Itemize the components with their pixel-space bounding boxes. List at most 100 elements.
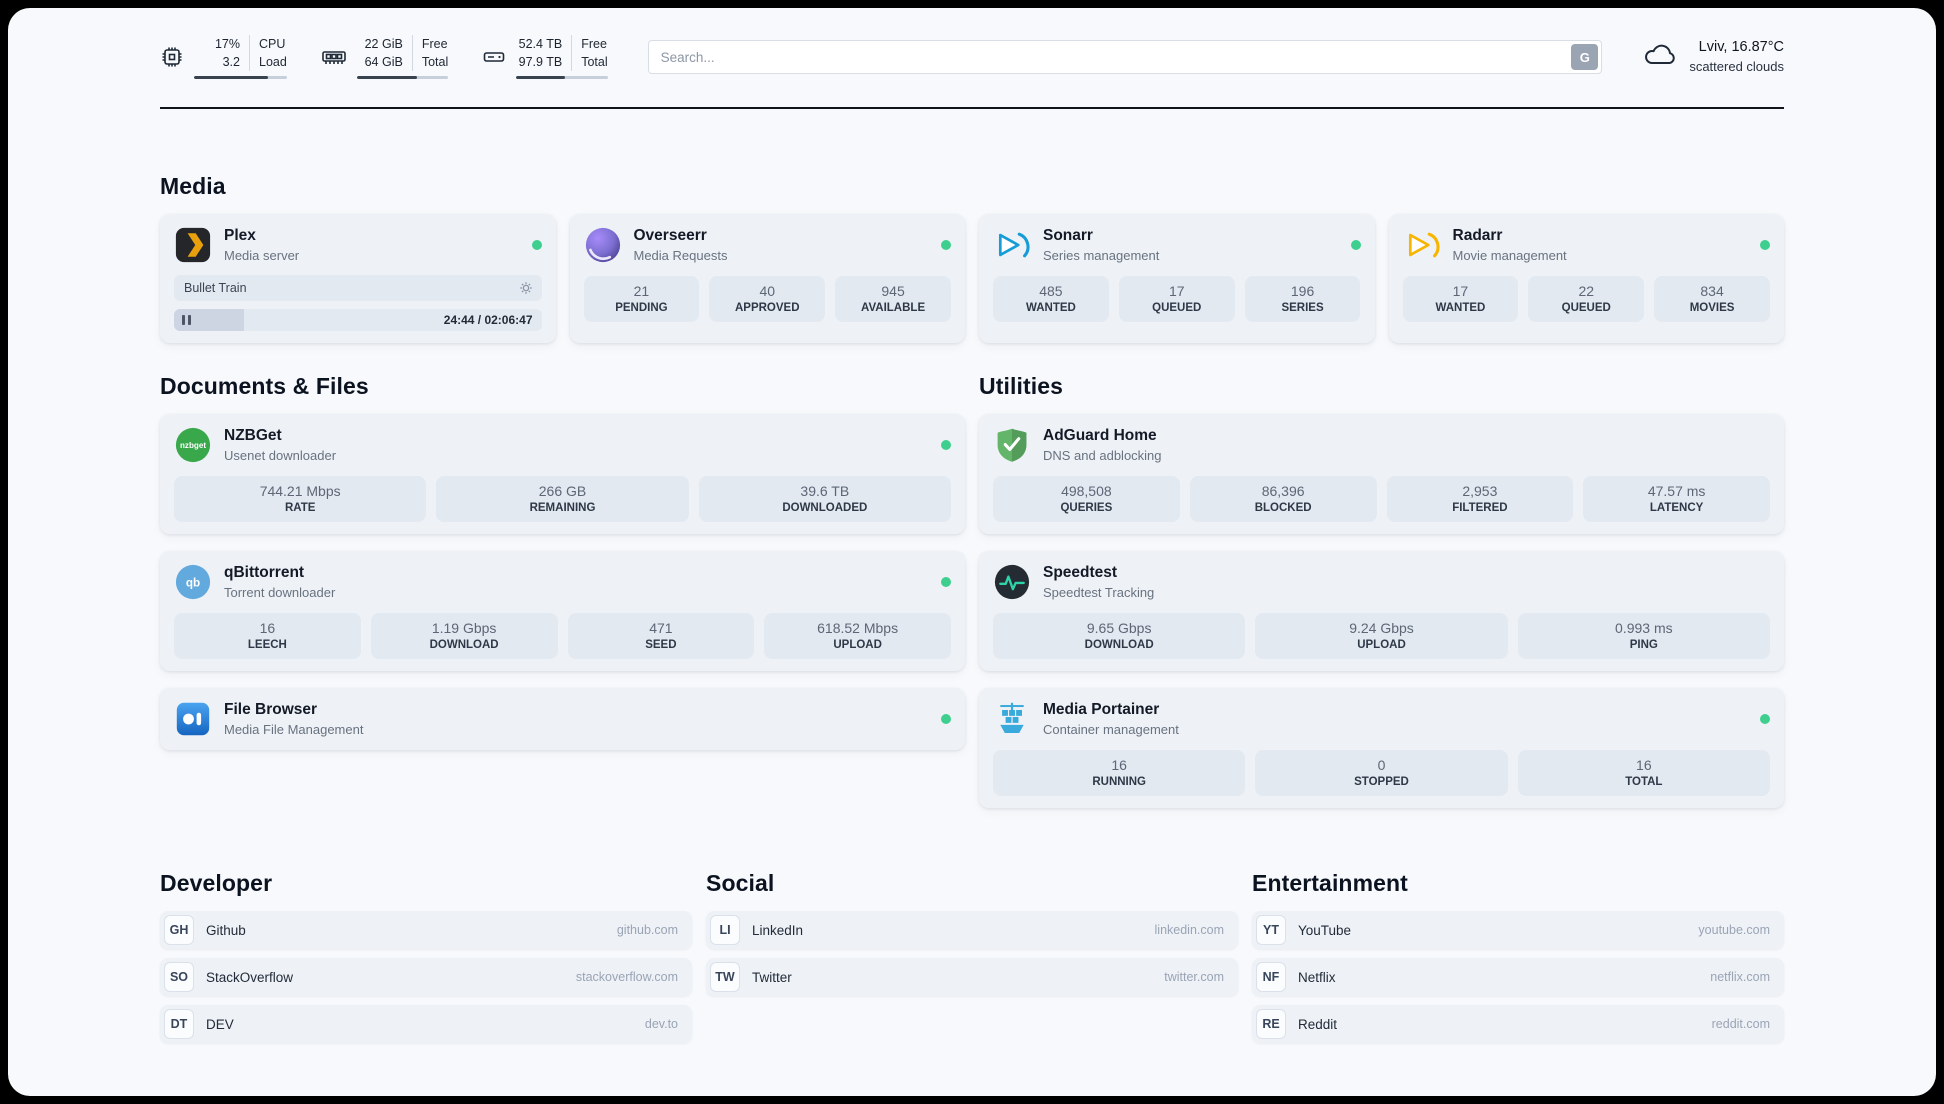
ram-label-top: Free: [421, 37, 448, 51]
disk-total-value: 97.9 TB: [518, 55, 563, 70]
bookmark-name: Twitter: [752, 969, 792, 985]
stat-value: 0: [1377, 757, 1386, 774]
stat-rate: 744.21 Mbps RATE: [174, 476, 427, 523]
bookmark-name: DEV: [206, 1016, 234, 1032]
overseerr-icon: [584, 226, 622, 264]
stat-label: TOTAL: [1625, 776, 1663, 789]
utilities-section: Utilities: [979, 373, 1784, 809]
stat-movies: 834 MOVIES: [1654, 276, 1770, 323]
qbittorrent-card[interactable]: qb qBittorrent Torrent downloader 16: [160, 551, 965, 672]
sonarr-card[interactable]: Sonarr Series management 485 WANTED 17 Q…: [979, 214, 1375, 344]
disk-label-bottom: Total: [581, 55, 608, 70]
bookmark-twitter[interactable]: TW Twitter twitter.com: [706, 958, 1238, 997]
app-desc: Series management: [1043, 248, 1160, 264]
stats-row: 17 WANTED 22 QUEUED 834 MOVIES: [1402, 276, 1771, 323]
stat-label: PING: [1629, 639, 1658, 652]
bookmark-linkedin[interactable]: LI LinkedIn linkedin.com: [706, 911, 1238, 950]
stat-value: 86,396: [1261, 483, 1305, 500]
nzbget-card[interactable]: nzbget NZBGet Usenet downloader 744.21 M…: [160, 414, 965, 535]
bookmark-abbr: TW: [710, 962, 740, 993]
bookmark-netflix[interactable]: NF Netflix netflix.com: [1252, 958, 1784, 997]
app-name: Speedtest: [1043, 564, 1118, 582]
filebrowser-card[interactable]: File Browser Media File Management: [160, 688, 965, 751]
stat-download: 1.19 Gbps DOWNLOAD: [370, 613, 558, 660]
disk-widget: 52.4 TB 97.9 TB Free Total: [482, 35, 608, 80]
speedtest-icon: [993, 563, 1031, 601]
stat-value: 744.21 Mbps: [259, 483, 341, 500]
developer-section-title: Developer: [160, 870, 273, 897]
stat-approved: 40 APPROVED: [709, 276, 826, 323]
stat-value: 485: [1039, 283, 1063, 300]
app-desc: Speedtest Tracking: [1043, 585, 1155, 601]
plex-card[interactable]: Plex Media server Bullet Train: [160, 214, 556, 344]
bookmark-dev[interactable]: DT DEV dev.to: [160, 1005, 692, 1044]
stat-available: 945 AVAILABLE: [835, 276, 951, 323]
card-header: Speedtest Speedtest Tracking: [993, 563, 1770, 601]
bookmark-url: stackoverflow.com: [575, 970, 678, 985]
pause-icon[interactable]: [182, 315, 191, 326]
stat-upload: 9.24 Gbps UPLOAD: [1255, 613, 1508, 660]
disk-free-value: 52.4 TB: [518, 37, 563, 51]
stat-value: 266 GB: [538, 483, 587, 500]
app-desc: Movie management: [1452, 248, 1567, 264]
stat-value: 1.19 Gbps: [431, 620, 497, 637]
stat-value: 47.57 ms: [1647, 483, 1706, 500]
app-name: File Browser: [224, 701, 318, 719]
bookmark-url: reddit.com: [1711, 1017, 1770, 1032]
status-dot: [941, 440, 951, 451]
bookmark-name: YouTube: [1298, 922, 1352, 938]
cpu-label-bottom: Load: [259, 55, 287, 70]
bookmark-youtube[interactable]: YT YouTube youtube.com: [1252, 911, 1784, 950]
stat-value: 196: [1290, 283, 1315, 300]
stat-label: SERIES: [1281, 302, 1324, 315]
bookmark-name: LinkedIn: [752, 922, 804, 938]
bookmark-reddit[interactable]: RE Reddit reddit.com: [1252, 1005, 1784, 1044]
stat-queued: 22 QUEUED: [1528, 276, 1645, 323]
disk-icon: [482, 45, 506, 69]
speedtest-card[interactable]: Speedtest Speedtest Tracking 9.65 Gbps D…: [979, 551, 1784, 672]
radarr-card[interactable]: Radarr Movie management 17 WANTED 22 QUE…: [1388, 214, 1784, 344]
app-name: Sonarr: [1043, 227, 1093, 245]
weather-widget: Lviv, 16.87°C scattered clouds: [1642, 37, 1784, 77]
stat-value: 22: [1578, 283, 1595, 300]
cpu-icon: [160, 45, 184, 69]
ram-bar: [356, 76, 449, 80]
stat-label: QUERIES: [1060, 502, 1113, 515]
developer-section: Developer GH Github github.com SO StackO…: [160, 870, 692, 1044]
stat-value: 9.65 Gbps: [1086, 620, 1152, 637]
topbar-divider: [160, 107, 1784, 110]
stat-seed: 471 SEED: [567, 613, 755, 660]
ram-widget: 22 GiB 64 GiB Free Total: [321, 35, 449, 80]
stat-value: 16: [1111, 757, 1127, 774]
stat-running: 16 RUNNING: [993, 750, 1246, 797]
bookmark-github[interactable]: GH Github github.com: [160, 911, 692, 950]
search-input[interactable]: [647, 40, 1603, 75]
stat-value: 945: [881, 283, 905, 300]
app-name: Radarr: [1452, 227, 1503, 245]
stat-upload: 618.52 Mbps UPLOAD: [764, 613, 951, 660]
portainer-card[interactable]: Media Portainer Container management 16 …: [979, 688, 1784, 809]
stat-value: 17: [1452, 283, 1469, 300]
adguard-card[interactable]: AdGuard Home DNS and adblocking 498,508 …: [979, 414, 1784, 535]
svg-text:qb: qb: [186, 577, 200, 590]
search-engine-button[interactable]: G: [1571, 44, 1599, 71]
weather-condition: scattered clouds: [1689, 59, 1784, 75]
stat-label: LEECH: [247, 639, 287, 652]
cloud-icon: [1642, 42, 1678, 73]
stat-value: 618.52 Mbps: [817, 620, 899, 637]
app-desc: Container management: [1043, 722, 1179, 738]
sonarr-icon: [993, 226, 1031, 264]
stat-label: DOWNLOAD: [1084, 639, 1154, 652]
disk-bar: [516, 76, 608, 80]
cpu-percent: 17%: [214, 37, 240, 51]
adguard-icon: [993, 426, 1031, 464]
stat-label: QUEUED: [1561, 302, 1611, 315]
overseerr-card[interactable]: Overseerr Media Requests 21 PENDING 40 A…: [569, 214, 965, 344]
playback-progress-fill: [174, 309, 244, 332]
bookmark-url: dev.to: [644, 1017, 678, 1032]
gear-icon[interactable]: [519, 281, 533, 295]
bookmark-abbr: YT: [1256, 915, 1286, 946]
svg-text:nzbget: nzbget: [180, 441, 206, 450]
stat-label: WANTED: [1025, 302, 1076, 315]
bookmark-stackoverflow[interactable]: SO StackOverflow stackoverflow.com: [160, 958, 692, 997]
